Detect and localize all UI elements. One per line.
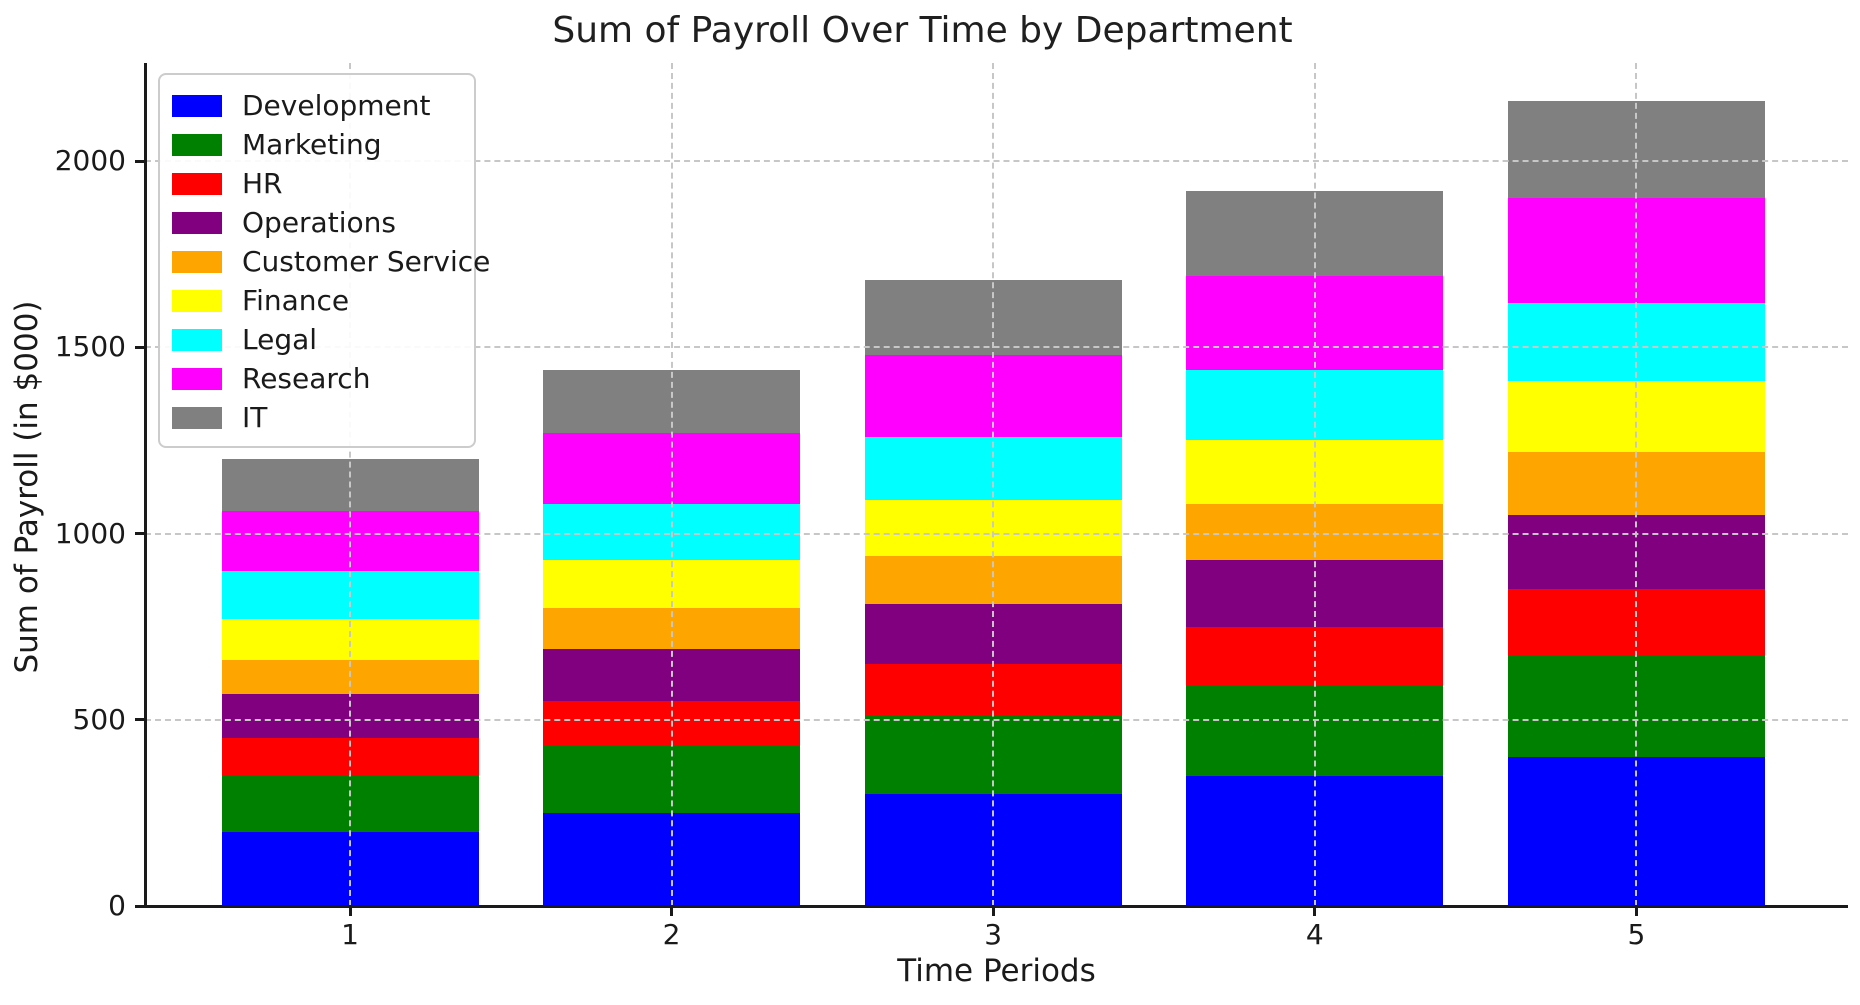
legend-item-development: Development (160, 86, 474, 125)
y-tick-label-2000: 2000 (54, 144, 126, 177)
x-axis-label: Time Periods (897, 953, 1096, 989)
legend-item-marketing: Marketing (160, 125, 474, 164)
legend-item-research: Research (160, 359, 474, 398)
x-tick-1 (348, 906, 352, 916)
y-tick-label-1500: 1500 (54, 330, 126, 364)
x-tick-4 (1313, 906, 1317, 916)
y-tick-2000 (135, 159, 145, 163)
legend-item-customer-service: Customer Service (160, 242, 490, 281)
y-tick-label-1000: 1000 (54, 516, 126, 550)
legend-swatch-operations (172, 211, 222, 234)
legend-label: Operations (242, 206, 396, 239)
y-tick-1000 (135, 532, 145, 535)
gridline-y-500 (145, 718, 1848, 721)
legend-swatch-finance (172, 289, 222, 312)
legend-swatch-legal (172, 328, 222, 351)
legend-swatch-customer-service (172, 250, 222, 273)
y-tick-1500 (135, 345, 145, 349)
legend-item-operations: Operations (160, 203, 474, 242)
gridline-y-1500 (145, 346, 1848, 349)
gridline-x-3 (992, 63, 995, 906)
legend-swatch-marketing (172, 133, 222, 156)
legend-item-legal: Legal (160, 320, 474, 359)
legend-swatch-development (172, 94, 222, 117)
x-tick-3 (991, 906, 995, 916)
x-tick-label-5: 5 (1627, 918, 1646, 951)
legend-label: HR (242, 167, 283, 200)
x-tick-label-4: 4 (1305, 918, 1324, 951)
x-tick-2 (670, 906, 674, 916)
legend-item-finance: Finance (160, 281, 474, 320)
y-tick-label-0: 0 (108, 889, 126, 922)
legend-label: Finance (242, 284, 350, 317)
gridline-y-1000 (145, 532, 1848, 535)
legend-item-it: IT (160, 398, 474, 437)
chart-title: Sum of Payroll Over Time by Department (552, 10, 1293, 51)
gridline-x-4 (1313, 63, 1316, 906)
gridline-x-1 (349, 63, 351, 906)
legend-label: Marketing (242, 128, 382, 161)
legend-item-hr: HR (160, 164, 474, 203)
y-axis-spine (143, 63, 147, 908)
gridline-y-2000 (145, 160, 1848, 162)
gridline-x-5 (1635, 63, 1638, 906)
legend-label: Legal (242, 323, 318, 356)
y-tick-label-500: 500 (72, 702, 126, 736)
x-axis-spine (145, 904, 1848, 908)
legend-swatch-research (172, 367, 222, 390)
x-tick-label-2: 2 (662, 918, 681, 951)
legend-label: Development (242, 89, 431, 122)
legend-swatch-it (172, 406, 222, 429)
legend-label: Customer Service (242, 245, 491, 278)
y-tick-0 (135, 904, 145, 908)
legend: Development Marketing HR Operations Customer… (158, 73, 490, 448)
legend-label: IT (242, 401, 268, 434)
legend-swatch-hr (172, 172, 222, 195)
gridline-x-2 (670, 63, 673, 906)
y-tick-500 (135, 718, 145, 722)
x-tick-label-3: 3 (984, 918, 1003, 951)
x-tick-5 (1634, 906, 1638, 916)
legend-label: Research (242, 362, 371, 395)
x-tick-label-1: 1 (341, 918, 359, 951)
